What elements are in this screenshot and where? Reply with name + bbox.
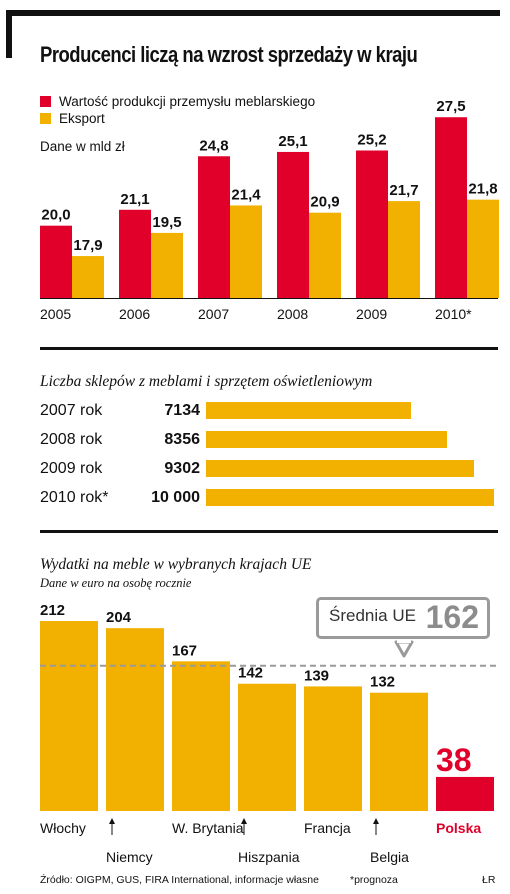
country-name-label: Belgia: [370, 849, 409, 865]
country-name-label: Niemcy: [106, 849, 153, 865]
country-value-label: 132: [370, 674, 395, 691]
bar-label-production: 24,8: [199, 137, 228, 154]
spending-chart-subtitle: Dane w euro na osobę rocznie: [40, 576, 192, 590]
shops-row-label: 2009 rok: [40, 460, 103, 477]
section-divider-1: [40, 347, 498, 350]
shops-row-label: 2007 rok: [40, 402, 103, 419]
shops-chart-title: Liczba sklepów z meblami i sprzętem oświ…: [40, 373, 373, 390]
shops-row-value: 9302: [164, 460, 200, 477]
bar-production-2006: [119, 209, 151, 298]
bar-production-2010: [435, 117, 467, 298]
legend-swatch-red: [40, 96, 51, 107]
source-note: Źródło: OIGPM, GUS, FIRA International, …: [40, 874, 319, 886]
section-divider-2: [40, 530, 498, 533]
bar-label-export: 21,4: [231, 186, 261, 203]
shops-row-value: 10 000: [151, 489, 200, 506]
x-tick-label: 2007: [198, 306, 229, 322]
bar-export-2005: [72, 256, 104, 298]
pointer-arrow: [109, 818, 115, 824]
country-value-label: 204: [106, 609, 132, 626]
pointer-arrow: [241, 818, 247, 824]
legend-label-production: Wartość produkcji przemysłu meblarskiego: [59, 94, 316, 109]
country-bar-wochy: [40, 621, 98, 811]
legend-item-export: Eksport: [40, 111, 105, 126]
bar-export-2006: [151, 232, 183, 298]
unit-label: Dane w mld zł: [40, 139, 125, 154]
bar-label-production: 20,0: [41, 207, 70, 224]
country-value-label: 212: [40, 602, 65, 619]
x-tick-label: 2009: [356, 306, 387, 322]
legend-label-export: Eksport: [59, 111, 105, 126]
bar-production-2009: [356, 150, 388, 298]
country-bar-belgia: [370, 692, 428, 811]
shops-bar: [206, 431, 447, 448]
x-tick-label: 2008: [277, 306, 308, 322]
callout-pointer-mask: [397, 638, 411, 643]
shops-row-value: 8356: [164, 431, 200, 448]
bar-export-2007: [230, 205, 262, 298]
shops-row-label: 2010 rok*: [40, 489, 109, 506]
bar-label-production: 25,2: [357, 131, 386, 148]
bar-export-2010: [467, 199, 499, 298]
x-tick-label: 2010*: [435, 306, 472, 322]
legend-swatch-yellow: [40, 113, 51, 124]
bar-label-production: 27,5: [436, 98, 465, 115]
spending-chart: 212 Włochy 204 Niemcy 167 W. Brytania 142 Hiszp…: [40, 602, 498, 865]
shops-bar: [206, 489, 494, 506]
bar-export-2009: [388, 201, 420, 298]
country-bar-hiszpania: [238, 683, 296, 811]
bar-label-export: 21,7: [389, 182, 418, 199]
country-name-label: Włochy: [40, 820, 86, 836]
country-bar-francja: [304, 686, 362, 811]
bar-production-2007: [198, 156, 230, 298]
bar-export-2008: [309, 212, 341, 298]
frame-bracket-horizontal: [6, 10, 500, 16]
bar-label-export: 20,9: [310, 194, 339, 211]
shops-row-value: 7134: [164, 402, 200, 419]
eu-average-callout-pointer: [394, 640, 414, 658]
x-tick-label: 2006: [119, 306, 150, 322]
eu-average-callout: Średnia UE 162: [316, 597, 490, 639]
forecast-note: *prognoza: [350, 874, 398, 886]
author-credit: ŁR: [482, 874, 496, 886]
pointer-arrow: [373, 818, 379, 824]
bar-label-production: 25,1: [278, 133, 307, 150]
bar-label-production: 21,1: [120, 191, 149, 208]
shops-row-label: 2008 rok: [40, 431, 103, 448]
bar-label-export: 17,9: [73, 237, 102, 254]
frame-bracket-vertical: [6, 10, 12, 58]
page-title: Producenci liczą na wzrost sprzedaży w k…: [40, 42, 418, 67]
country-value-label: 139: [304, 667, 329, 684]
bar-production-2008: [277, 151, 309, 298]
country-name-label: Polska: [436, 820, 481, 836]
eu-average-label: Średnia UE: [329, 606, 416, 625]
shops-bar: [206, 402, 412, 419]
country-value-label: 142: [238, 665, 263, 682]
bar-label-export: 19,5: [152, 214, 181, 231]
production-export-chart: 20,017,9 2005 21,119,5 2006 24,8 21,4 2007 25,1…: [40, 98, 499, 322]
country-name-label: Francja: [304, 820, 351, 836]
x-tick-label: 2005: [40, 306, 71, 322]
country-value-label: 38: [436, 742, 472, 778]
eu-average-value: 162: [425, 599, 479, 635]
country-bar-niemcy: [106, 628, 164, 811]
shops-bar: [206, 460, 474, 477]
bar-label-export: 21,8: [468, 181, 497, 198]
country-bar-wbrytania: [172, 661, 230, 811]
country-bar-polska: [436, 776, 494, 811]
bar-production-2005: [40, 225, 72, 298]
country-name-label: W. Brytania: [172, 820, 244, 836]
country-name-label: Hiszpania: [238, 849, 300, 865]
country-value-label: 167: [172, 642, 197, 659]
spending-chart-title: Wydatki na meble w wybranych krajach UE: [40, 556, 312, 573]
legend-item-production: Wartość produkcji przemysłu meblarskiego: [40, 94, 315, 109]
